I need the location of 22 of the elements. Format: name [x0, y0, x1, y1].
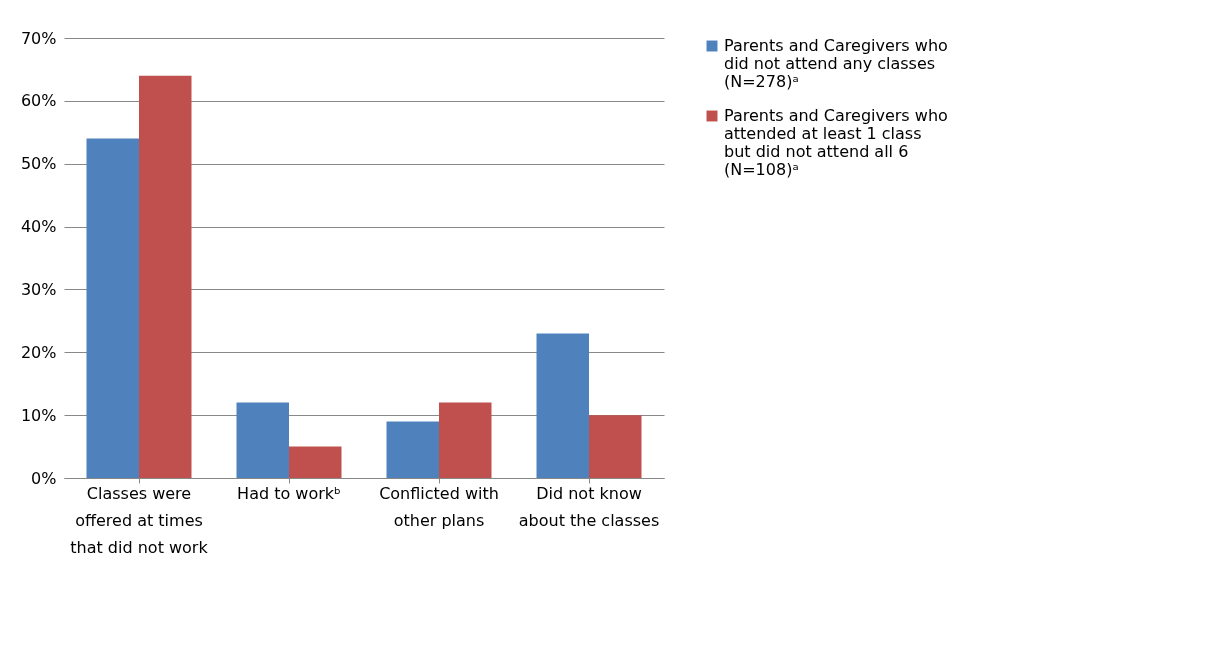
- y-tick-label: 0%: [31, 468, 57, 488]
- bar: [289, 446, 342, 478]
- bar: [86, 138, 139, 478]
- bar: [439, 402, 492, 478]
- y-tick-label: 70%: [20, 28, 57, 48]
- bar: [139, 75, 192, 478]
- y-tick-label: 30%: [20, 279, 57, 299]
- y-tick-label: 10%: [20, 405, 57, 425]
- x-tick-label: Did not know about the classes: [518, 483, 660, 530]
- y-tick-label: 40%: [20, 217, 57, 237]
- bar: [536, 333, 589, 478]
- bar: [386, 421, 439, 478]
- bar: [589, 415, 642, 478]
- x-tick-label: Had to workᵇ: [237, 483, 341, 503]
- y-tick-label: 50%: [20, 154, 57, 174]
- legend-label: Parents and Caregivers who attended at least 1 class but did not attend all 6 (N=108)ᵃ: [724, 106, 948, 179]
- x-tick-label: Conflicted with other plans: [379, 483, 499, 530]
- bar: [236, 402, 289, 478]
- y-tick-label: 20%: [20, 342, 57, 362]
- legend-label: Parents and Caregivers who did not attend any classes (N=278)ᵃ: [724, 36, 948, 91]
- x-tick-label: Classes were offered at times that did not work: [70, 483, 209, 557]
- y-tick-label: 60%: [20, 91, 57, 111]
